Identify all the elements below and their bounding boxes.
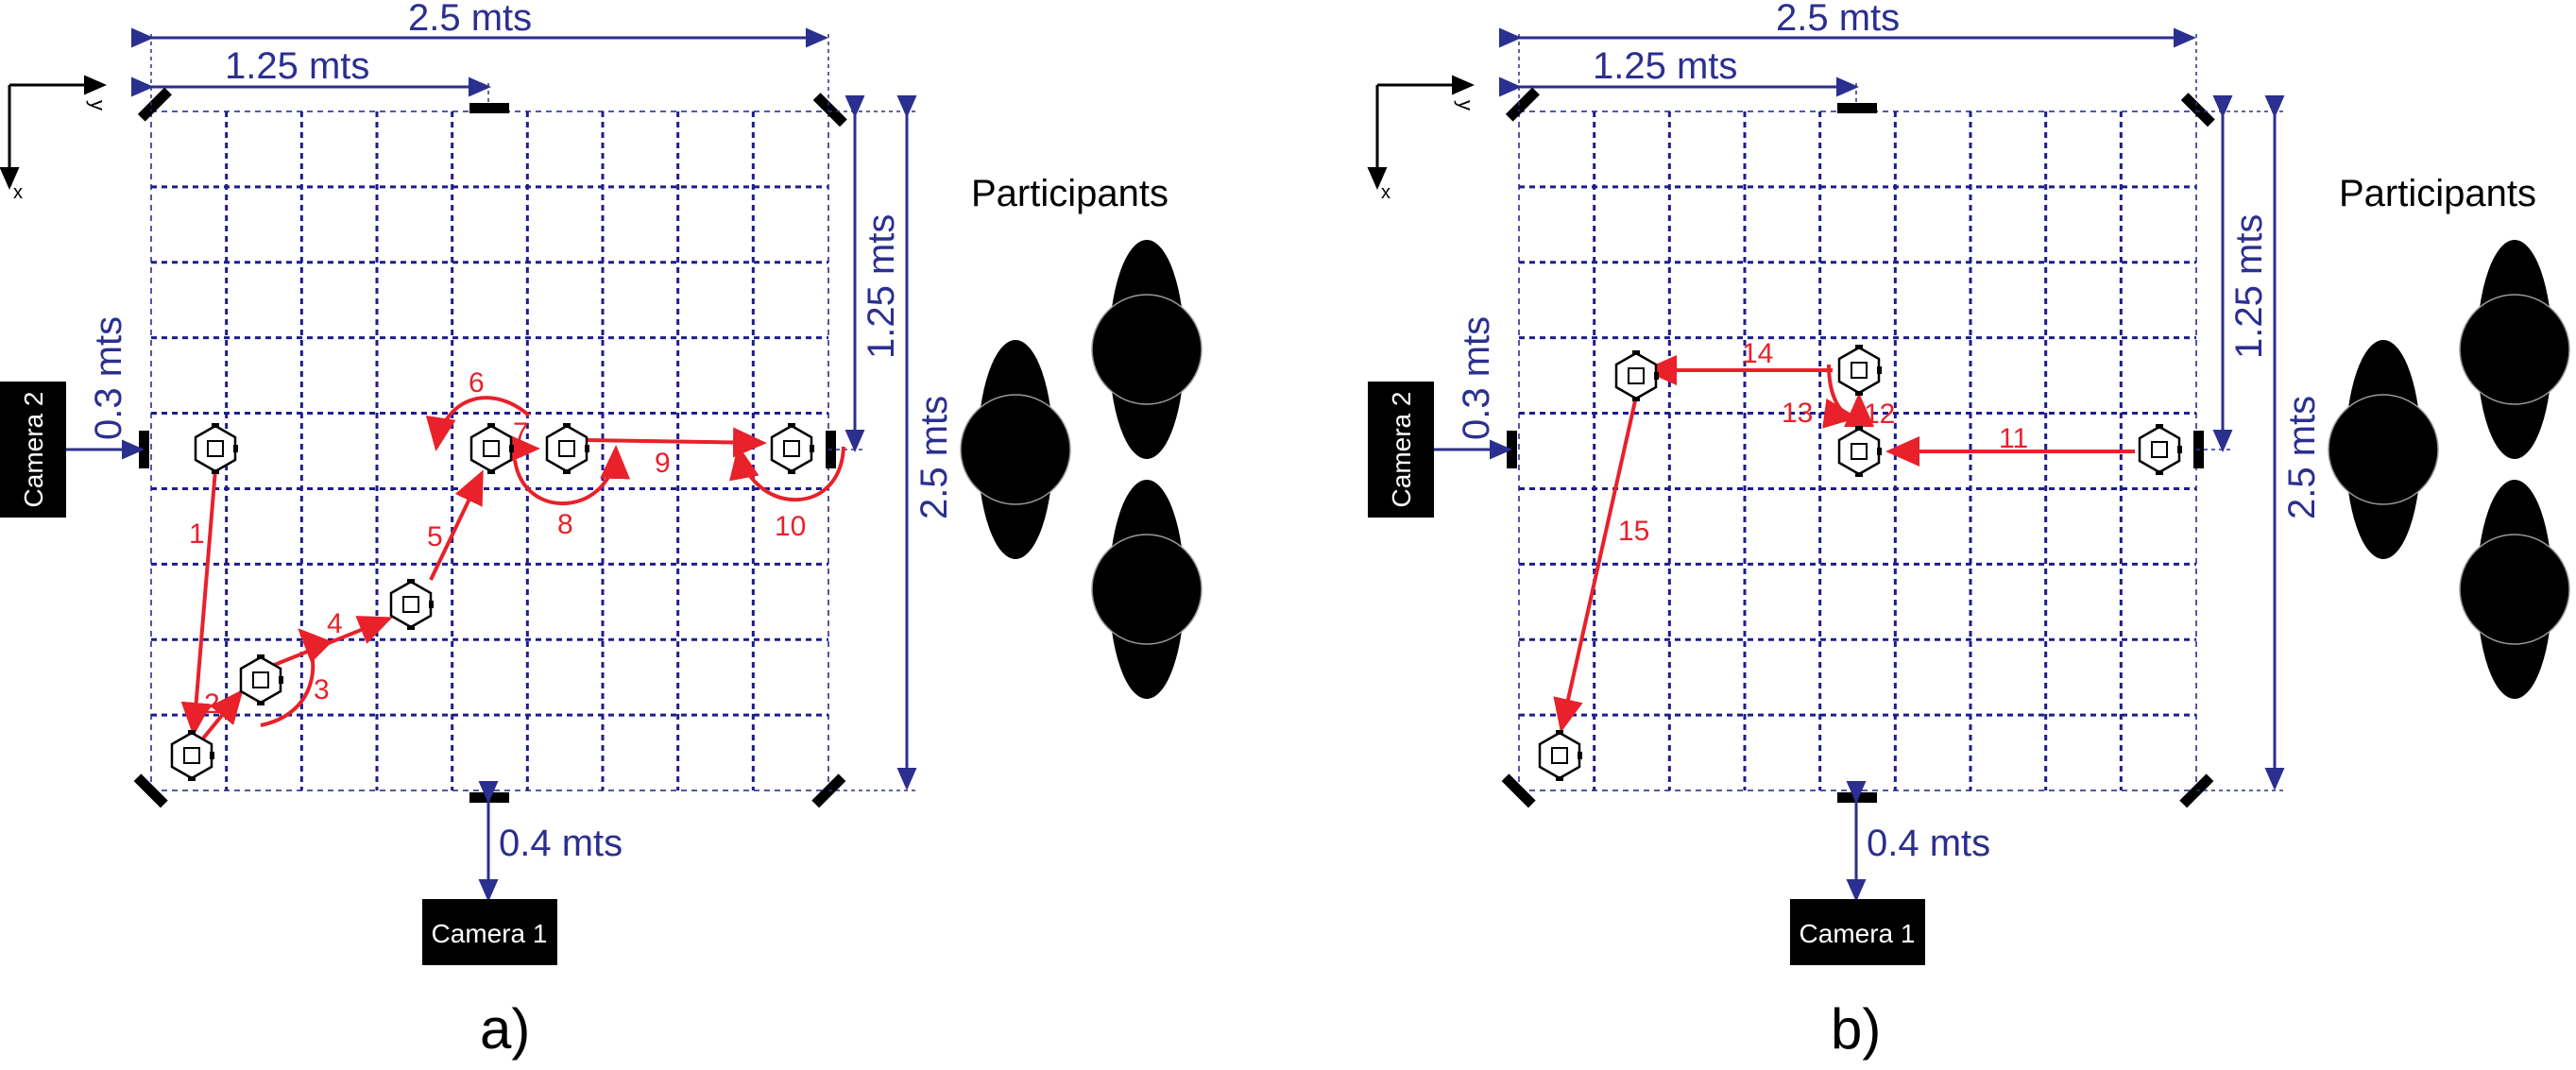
dim-width-half: 1.25 mts xyxy=(1593,45,1737,87)
participants-label: Participants xyxy=(2339,173,2536,214)
dimensions-a xyxy=(46,27,917,902)
camera-2-b: Camera 2 xyxy=(1368,382,1434,518)
panel-a: y x 2.5 mts 1.25 mts 1.25 mts 2.5 mts 0.… xyxy=(0,0,1203,1061)
dimension-extensions-b xyxy=(1518,34,2284,791)
axis-indicator-a: y x xyxy=(0,75,110,203)
dim-height-half: 1.25 mts xyxy=(2228,214,2270,359)
robot-path-a xyxy=(180,396,845,746)
dimensions-b xyxy=(1414,27,2285,902)
dim-camera1-offset: 0.4 mts xyxy=(499,823,623,864)
step-label: 13 xyxy=(1782,398,1813,429)
dim-camera2-offset: 0.3 mts xyxy=(1456,316,1497,440)
step-label: 1 xyxy=(189,518,205,550)
camera-2-label: Camera 2 xyxy=(19,392,48,508)
axis-y-label: y xyxy=(1454,100,1477,110)
camera-1-label: Camera 1 xyxy=(432,919,548,948)
participant-1 xyxy=(960,340,1071,559)
robot-pose xyxy=(469,421,516,476)
camera-1-label: Camera 1 xyxy=(1800,919,1916,948)
step-label: 6 xyxy=(469,367,485,399)
dim-height-full: 2.5 mts xyxy=(2281,396,2323,519)
step-label: 2 xyxy=(204,688,220,720)
step-labels-a: 1 2 3 4 5 6 7 8 9 10 xyxy=(189,367,806,720)
participants-label: Participants xyxy=(971,173,1169,214)
robot-positions-a xyxy=(170,421,816,783)
step-label: 4 xyxy=(327,608,343,639)
grid-a xyxy=(150,110,829,791)
robot-pose xyxy=(170,728,216,783)
robot-pose xyxy=(389,577,435,632)
axis-x-label: x xyxy=(1381,182,1390,203)
step-label: 11 xyxy=(1999,423,2028,454)
robot-pose xyxy=(770,421,816,476)
axis-indicator-b: y x xyxy=(1367,75,1477,203)
panel-caption: a) xyxy=(480,997,530,1061)
robot-pose xyxy=(545,421,591,476)
step-label: 12 xyxy=(1864,399,1895,430)
participant-2 xyxy=(1091,240,1203,459)
participants-a: Participants xyxy=(960,173,1203,699)
participant-2 xyxy=(2459,240,2570,459)
axis-y-label: y xyxy=(86,100,110,110)
camera-1-a: Camera 1 xyxy=(422,899,557,965)
grid-b xyxy=(1518,110,2197,791)
dim-camera2-offset: 0.3 mts xyxy=(88,316,129,440)
robot-pose xyxy=(1837,343,1884,398)
dim-height-half: 1.25 mts xyxy=(861,214,902,359)
step-label: 5 xyxy=(427,521,443,552)
step-label: 15 xyxy=(1618,516,1649,547)
dim-width-full: 2.5 mts xyxy=(408,0,532,39)
participant-3 xyxy=(1091,480,1203,699)
robot-path-b xyxy=(1553,355,2135,733)
robot-pose xyxy=(1614,348,1661,403)
step-label: 7 xyxy=(513,417,529,449)
step-label: 9 xyxy=(655,448,671,479)
dim-width-full: 2.5 mts xyxy=(1776,0,1900,39)
camera-2-a: Camera 2 xyxy=(0,382,66,518)
step-label: 8 xyxy=(557,509,573,540)
dim-camera1-offset: 0.4 mts xyxy=(1867,823,1990,864)
axis-x-label: x xyxy=(13,182,23,203)
dim-height-full: 2.5 mts xyxy=(913,396,955,519)
robot-pose xyxy=(1538,728,1584,783)
participant-1 xyxy=(2328,340,2439,559)
step-label: 10 xyxy=(775,511,806,542)
camera-1-b: Camera 1 xyxy=(1790,899,1925,965)
robot-pose xyxy=(194,421,240,476)
participants-b: Participants xyxy=(2328,173,2570,699)
panel-b: y x 2.5 mts 1.25 mts 1.25 mts 2.5 mts 0.… xyxy=(1367,0,2570,1061)
robot-pose xyxy=(2138,422,2184,477)
participant-3 xyxy=(2459,480,2570,699)
camera-2-label: Camera 2 xyxy=(1387,392,1416,508)
panel-caption: b) xyxy=(1831,997,1881,1061)
step-label: 14 xyxy=(1742,338,1773,369)
step-labels-b: 11 12 13 14 15 xyxy=(1618,338,2028,547)
dim-width-half: 1.25 mts xyxy=(225,45,369,87)
robot-pose xyxy=(1837,424,1884,479)
dimension-extensions-a xyxy=(150,34,916,791)
step-label: 3 xyxy=(314,674,330,705)
